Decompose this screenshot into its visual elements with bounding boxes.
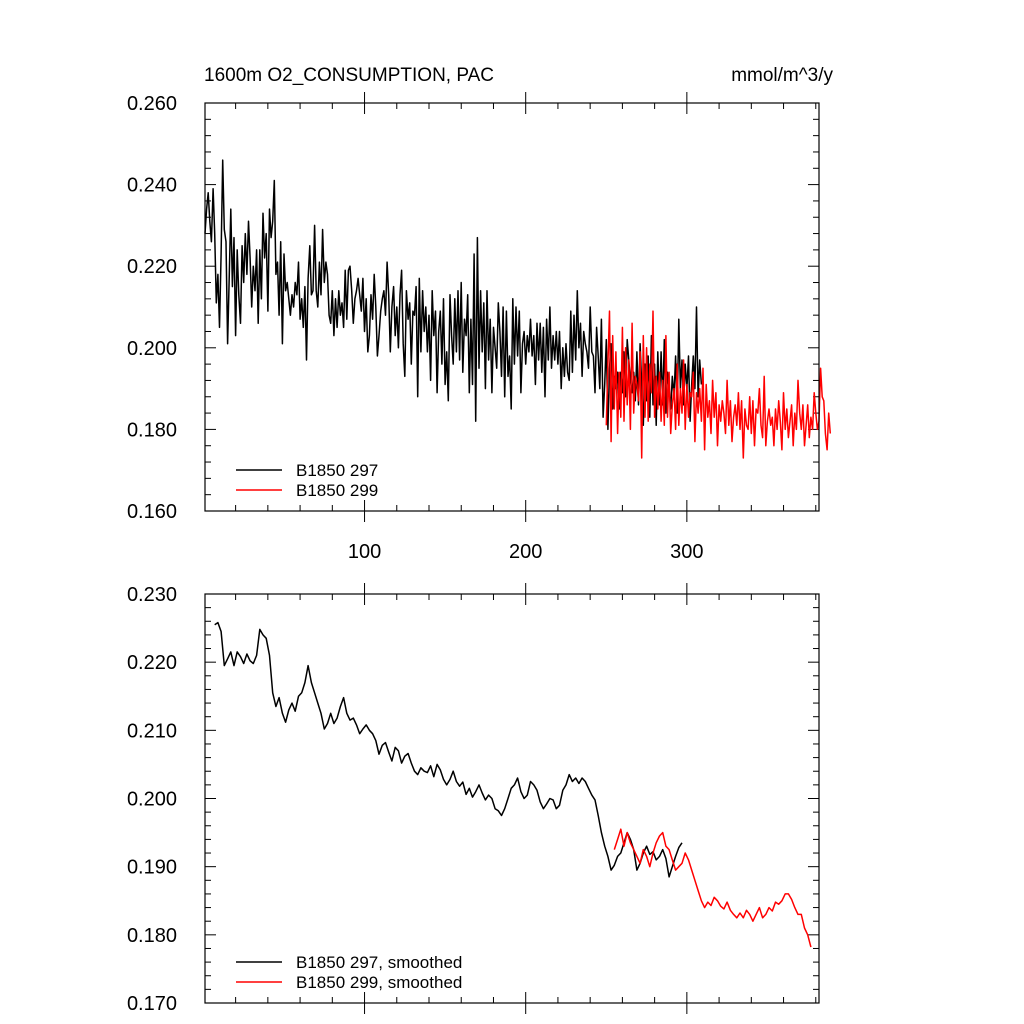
- series-line-b1850-297: [214, 621, 683, 878]
- series-line-b1850-299: [605, 310, 832, 459]
- chart-title: 1600m O2_CONSUMPTION, PAC: [204, 65, 494, 86]
- legend-label-299: B1850 299: [296, 481, 378, 500]
- y-tick-label: 0.170: [127, 993, 177, 1015]
- top-axis-ticks: 0.160 0.180 0.200 0.220 0.240 0.260 100 200 300: [127, 92, 819, 563]
- y-tick-label: 0.210: [127, 720, 177, 742]
- y-tick-label: 0.190: [127, 857, 177, 879]
- x-tick-label: 300: [670, 541, 703, 563]
- top-panel: 1600m O2_CONSUMPTION, PAC mmol/m^3/y 0.1…: [127, 65, 834, 563]
- y-tick-label: 0.180: [127, 419, 177, 441]
- legend-label-297: B1850 297: [296, 461, 378, 480]
- bottom-series-lines: [214, 621, 812, 948]
- y-tick-label: 0.240: [127, 175, 177, 197]
- y-tick-label: 0.180: [127, 925, 177, 947]
- y-tick-label: 0.160: [127, 501, 177, 523]
- y-tick-label: 0.200: [127, 789, 177, 811]
- y-tick-label: 0.230: [127, 584, 177, 606]
- bottom-legend: B1850 297, smoothed B1850 299, smoothed: [236, 953, 462, 992]
- y-tick-label: 0.220: [127, 256, 177, 278]
- legend-label-297-smoothed: B1850 297, smoothed: [296, 953, 462, 972]
- bottom-axis-ticks: 0.170 0.180 0.190 0.200 0.210 0.220 0.230: [127, 583, 819, 1015]
- top-series-lines: [204, 159, 832, 459]
- legend-label-299-smoothed: B1850 299, smoothed: [296, 973, 462, 992]
- units-label: mmol/m^3/y: [731, 65, 833, 86]
- top-legend: B1850 297 B1850 299: [236, 461, 378, 500]
- x-tick-label: 100: [348, 541, 381, 563]
- top-plot-frame: [204, 102, 820, 512]
- bottom-panel: 0.170 0.180 0.190 0.200 0.210 0.220 0.230 B185…: [127, 583, 820, 1015]
- y-tick-label: 0.260: [127, 93, 177, 115]
- y-tick-label: 0.200: [127, 338, 177, 360]
- bottom-plot-frame: [204, 593, 820, 1004]
- y-tick-label: 0.220: [127, 652, 177, 674]
- series-line-b1850-299: [613, 828, 812, 948]
- x-tick-label: 200: [509, 541, 542, 563]
